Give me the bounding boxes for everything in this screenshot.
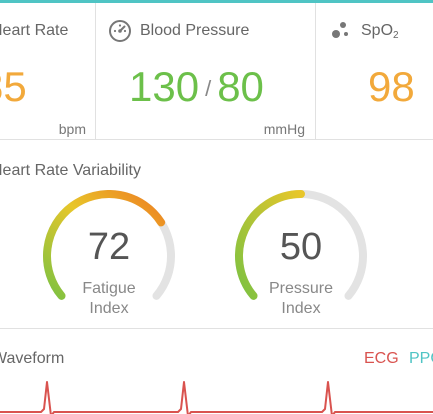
ecg-waveform [0, 381, 433, 414]
ecg-trace [0, 381, 433, 414]
waveform-title: Waveform [0, 350, 65, 367]
hrv-section-title: Heart Rate Variability [0, 162, 141, 179]
pressure-index-value: 50 [279, 226, 323, 268]
pressure-index-label: Pressure Index [227, 279, 375, 319]
heart-rate-unit: bpm [58, 121, 86, 137]
pressure-label-line2: Index [281, 300, 321, 317]
pressure-gauge-ring [235, 190, 367, 300]
spo2-title-sub: 2 [393, 30, 399, 41]
pressure-gauge-arc [235, 190, 305, 300]
fatigue-gauge-arc [43, 190, 166, 300]
fatigue-index-value: 72 [87, 226, 131, 268]
diastolic-value: 80 [217, 63, 264, 110]
spo2-card[interactable]: SpO2 98 [316, 3, 433, 140]
pressure-index-gauge[interactable]: 50 Pressure Index [227, 190, 375, 330]
spo2-title-main: SpO [361, 22, 394, 39]
legend-ppg[interactable]: PPG [409, 350, 433, 367]
blood-pressure-card[interactable]: Blood Pressure 130/80 mmHg [96, 3, 316, 140]
legend-ecg[interactable]: ECG [364, 350, 399, 367]
top-accent-line [0, 0, 433, 3]
systolic-value: 130 [129, 63, 200, 110]
heart-rate-value: 85 [0, 63, 27, 110]
fatigue-gauge-ring [43, 190, 175, 300]
fatigue-label-line2: Index [89, 300, 129, 317]
fatigue-index-label: Fatigue Index [35, 279, 183, 319]
blood-pressure-title: Blood Pressure [140, 22, 250, 39]
spo2-value: 98 [368, 63, 415, 110]
pressure-label-line1: Pressure [268, 280, 334, 297]
blood-pressure-unit: mmHg [263, 121, 305, 137]
section-divider [0, 328, 433, 329]
heart-rate-card[interactable]: Heart Rate 85 bpm [0, 3, 96, 140]
spo2-title: SpO2 [361, 22, 399, 41]
heart-rate-title: Heart Rate [0, 22, 69, 39]
gauge-icon [108, 19, 132, 43]
bp-separator: / [205, 76, 212, 101]
blood-pressure-value: 130/80 [129, 63, 264, 111]
fatigue-label-line1: Fatigue [82, 280, 136, 297]
bubbles-icon [330, 19, 352, 41]
fatigue-index-gauge[interactable]: 72 Fatigue Index [35, 190, 183, 330]
